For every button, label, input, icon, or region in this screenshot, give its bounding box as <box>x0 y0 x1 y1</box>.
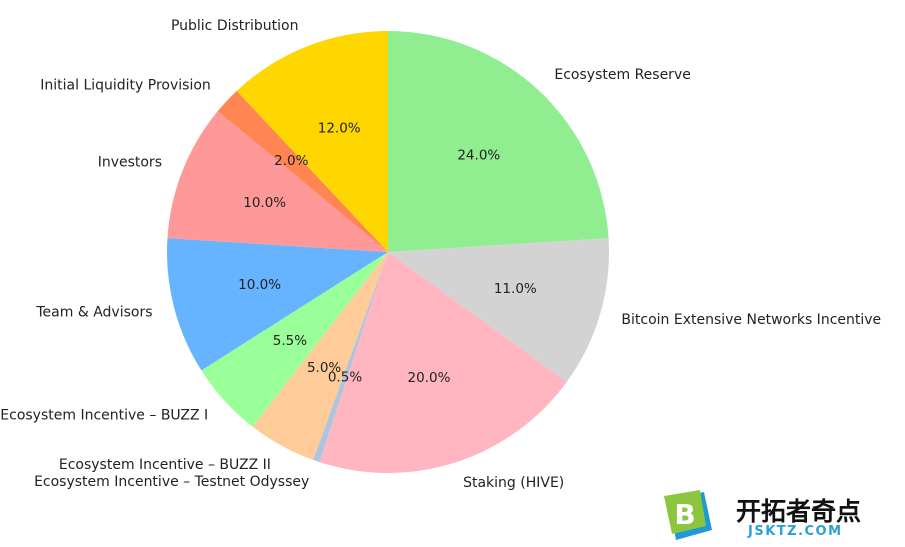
pie-slice-public-distribution <box>236 31 388 252</box>
watermark-logo-letter: B <box>674 498 695 531</box>
pie-slice-team-advisors <box>167 238 388 371</box>
watermark-site-name: 开拓者奇点 <box>736 497 862 526</box>
pie-category-label-investors: Investors <box>98 155 162 171</box>
pie-category-label-initial-liquidity-provision: Initial Liquidity Provision <box>40 78 211 94</box>
pie-slice-ecosystem-incentive-testnet-odyssey <box>313 252 388 463</box>
pie-pct-label-ecosystem-incentive-buzz-i: 5.5% <box>273 333 307 349</box>
pie-category-label-ecosystem-incentive-buzz-ii: Ecosystem Incentive – BUZZ II <box>59 457 271 473</box>
pie-slice-ecosystem-reserve <box>388 31 609 252</box>
pie-slice-staking-hive <box>319 252 567 473</box>
pie-slices <box>167 31 609 473</box>
pie-category-label-staking-hive: Staking (HIVE) <box>463 475 564 491</box>
pie-pct-label-public-distribution: 12.0% <box>318 121 361 137</box>
pie-category-labels: Ecosystem Reserve Bitcoin Extensive Netwo… <box>0 18 881 491</box>
pie-pct-label-ecosystem-incentive-buzz-ii: 5.0% <box>307 360 341 376</box>
pie-pct-label-ecosystem-reserve: 24.0% <box>457 147 500 163</box>
watermark-site-url: JSKTZ.COM <box>748 524 843 539</box>
pie-pct-label-initial-liquidity-provision: 2.0% <box>274 153 308 169</box>
pie-slice-bitcoin-extensive-networks-incentive <box>388 238 609 382</box>
pie-category-label-public-distribution: Public Distribution <box>171 18 299 34</box>
pie-percentage-labels: 24.0% 11.0% 20.0% 0.5%5.0%5.5% 10.0% 10.0% 2.0… <box>238 121 537 386</box>
pie-pct-label-ecosystem-incentive-testnet-odyssey: 0.5% <box>328 370 362 386</box>
watermark-logo-icon: B <box>664 490 712 540</box>
pie-pct-label-team-advisors: 10.0% <box>238 277 281 293</box>
pie-category-label-ecosystem-reserve: Ecosystem Reserve <box>554 67 690 83</box>
pie-slice-ecosystem-incentive-buzz-i <box>201 252 388 427</box>
pie-slice-ecosystem-incentive-buzz-ii <box>252 252 388 460</box>
pie-slice-initial-liquidity-provision <box>217 90 388 253</box>
pie-category-label-ecosystem-incentive-testnet-odyssey: Ecosystem Incentive – Testnet Odyssey <box>34 474 309 490</box>
pie-pct-label-investors: 10.0% <box>243 195 286 211</box>
pie-category-label-ecosystem-incentive-buzz-i: Ecosystem Incentive – BUZZ I <box>0 408 208 424</box>
pie-slice-investors <box>167 111 388 252</box>
pie-pct-label-bitcoin-extensive-networks-incentive: 11.0% <box>494 281 537 297</box>
pie-category-label-bitcoin-extensive-networks-incentive: Bitcoin Extensive Networks Incentive <box>621 312 881 328</box>
pie-category-label-team-advisors: Team & Advisors <box>35 305 152 321</box>
watermark: B 开拓者奇点 JSKTZ.COM <box>664 488 899 544</box>
pie-pct-label-staking-hive: 20.0% <box>408 370 451 386</box>
